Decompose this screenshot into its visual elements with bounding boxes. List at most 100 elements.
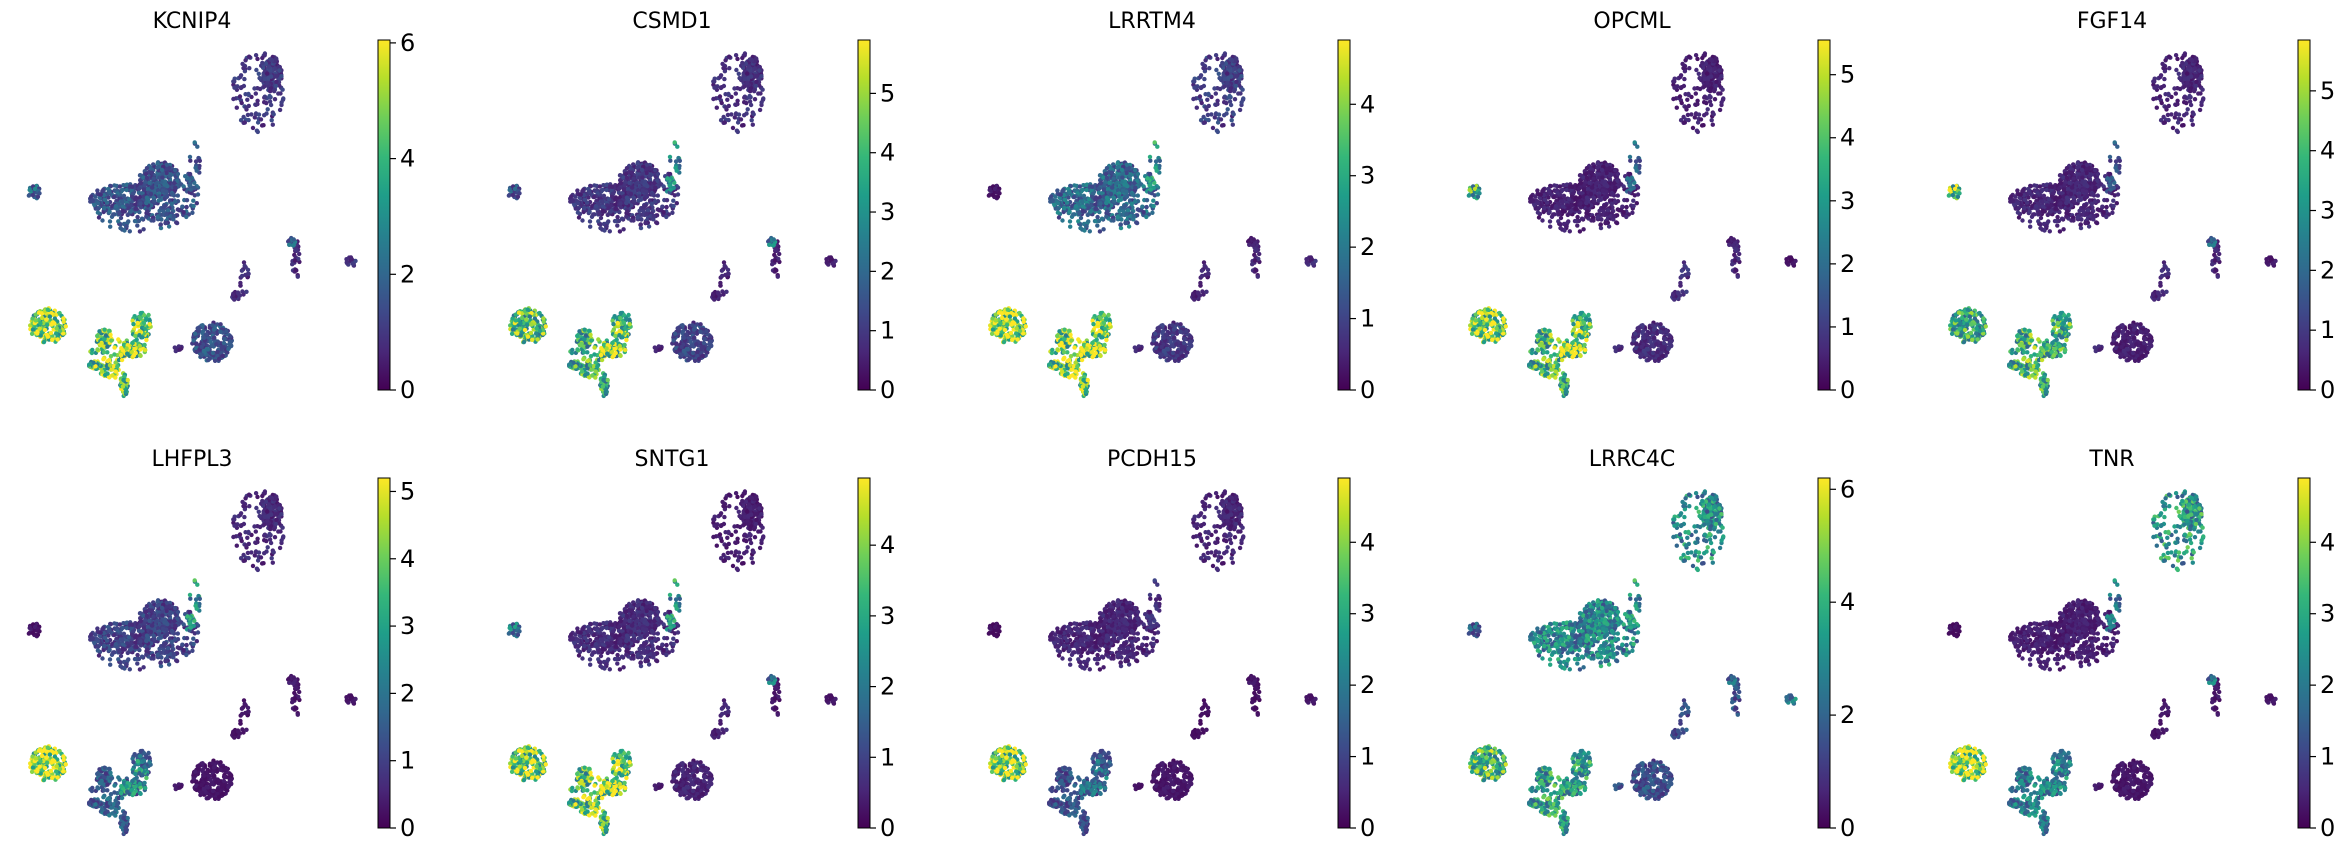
scatter-point <box>619 216 625 221</box>
scatter-point <box>1308 255 1314 260</box>
scatter-point <box>725 97 730 103</box>
scatter-point <box>210 350 216 356</box>
scatter-point <box>644 212 649 217</box>
scatter-point <box>589 338 594 343</box>
scatter-point <box>184 214 189 220</box>
scatter-point <box>708 334 713 339</box>
scatter-point <box>1071 194 1077 200</box>
scatter-point <box>1225 107 1230 112</box>
scatter-point <box>575 201 581 206</box>
scatter-point <box>575 347 580 352</box>
scatter-point <box>245 112 251 118</box>
scatter-point <box>745 107 750 112</box>
scatter-point <box>138 173 143 178</box>
scatter-point <box>1115 161 1120 166</box>
scatter-point <box>579 341 584 346</box>
scatter-point <box>719 100 724 106</box>
scatter-point <box>646 224 652 229</box>
scatter-point <box>613 197 618 202</box>
scatter-point <box>1227 93 1232 99</box>
scatter-point <box>221 340 227 346</box>
scatter-point <box>268 102 274 108</box>
scatter-point <box>35 331 40 336</box>
scatter-point <box>1137 208 1142 213</box>
scatter-point <box>107 362 113 368</box>
scatter-point <box>1198 73 1204 78</box>
scatter-point <box>108 332 113 337</box>
scatter-point <box>525 307 530 312</box>
scatter-point <box>647 173 653 179</box>
scatter-point <box>1222 113 1227 118</box>
scatter-point <box>593 204 599 209</box>
scatter-point <box>120 204 126 209</box>
scatter-point <box>141 187 146 192</box>
scatter-point <box>292 258 298 263</box>
scatter-point <box>274 74 279 79</box>
scatter-point <box>1135 171 1141 177</box>
scatter-point <box>711 96 716 102</box>
scatter-point <box>133 197 138 202</box>
scatter-point <box>138 310 143 316</box>
scatter-point <box>267 99 273 104</box>
scatter-point <box>773 247 779 252</box>
scatter-point <box>38 321 43 326</box>
scatter-point <box>262 76 267 82</box>
scatter-point <box>348 255 354 260</box>
scatter-point <box>611 321 616 327</box>
scatter-point <box>1107 180 1112 185</box>
scatter-point <box>604 223 609 229</box>
scatter-point <box>276 64 281 70</box>
scatter-point <box>681 348 687 354</box>
scatter-point <box>141 320 147 325</box>
scatter-point <box>581 206 587 211</box>
scatter-point <box>1152 140 1157 145</box>
scatter-point <box>671 203 676 209</box>
scatter-point <box>234 105 239 110</box>
scatter-point <box>1237 68 1242 73</box>
panel-title: LRRTM4 <box>1108 9 1196 34</box>
scatter-point <box>616 186 622 191</box>
scatter-point <box>698 329 703 334</box>
scatter-points <box>26 51 358 399</box>
scatter-point <box>1084 223 1089 229</box>
scatter-point <box>194 349 199 355</box>
scatter-point <box>1055 210 1061 215</box>
scatter-point <box>260 60 265 66</box>
scatter-point <box>211 327 216 332</box>
scatter-point <box>256 71 261 77</box>
scatter-point <box>228 334 233 339</box>
scatter-point <box>1199 100 1204 106</box>
scatter-point <box>759 100 764 105</box>
scatter-point <box>1155 192 1161 197</box>
scatter-point <box>229 343 234 348</box>
scatter-point <box>1239 100 1244 105</box>
scatter-point <box>672 331 678 336</box>
scatter-point <box>344 260 349 265</box>
scatter-point <box>177 347 182 352</box>
scatter-point <box>280 87 285 92</box>
colorbar-tick-label: 3 <box>880 198 895 226</box>
scatter-point <box>724 289 729 294</box>
scatter-point <box>1213 102 1219 108</box>
scatter-point <box>264 100 269 106</box>
scatter-point <box>585 344 590 349</box>
scatter-point <box>639 167 645 173</box>
scatter-point <box>163 179 168 184</box>
scatter-point <box>590 373 595 378</box>
scatter-point <box>1124 194 1130 199</box>
scatter-point <box>181 184 186 189</box>
scatter-point <box>113 204 119 209</box>
scatter-point <box>624 200 629 206</box>
scatter-point <box>623 171 629 177</box>
scatter-point <box>199 352 205 358</box>
scatter-point <box>151 218 156 223</box>
scatter-point <box>226 346 231 352</box>
scatter-point <box>1229 118 1234 123</box>
scatter-point <box>95 188 100 193</box>
scatter-point <box>685 347 691 352</box>
scatter-point <box>990 192 995 198</box>
scatter-point <box>190 210 195 215</box>
scatter-point <box>49 322 54 327</box>
scatter-point <box>598 225 603 231</box>
scatter-point <box>1095 214 1100 220</box>
